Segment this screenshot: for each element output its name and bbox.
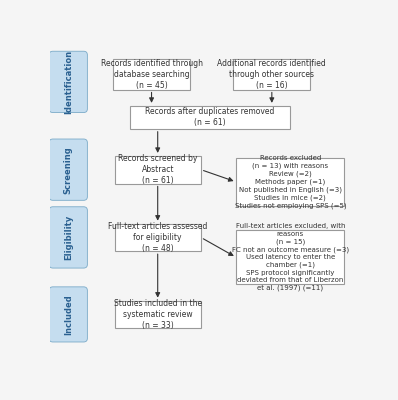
FancyBboxPatch shape <box>115 156 201 184</box>
Text: Records excluded
(n = 13) with reasons
Review (=2)
Methods paper (=1)
Not publis: Records excluded (n = 13) with reasons R… <box>234 155 346 209</box>
FancyBboxPatch shape <box>113 59 190 90</box>
FancyBboxPatch shape <box>49 207 88 268</box>
FancyBboxPatch shape <box>236 230 344 284</box>
FancyBboxPatch shape <box>115 300 201 328</box>
Text: Screening: Screening <box>64 146 73 194</box>
FancyBboxPatch shape <box>236 158 344 206</box>
Text: Studies included in the
systematic review
(n = 33): Studies included in the systematic revie… <box>114 299 202 330</box>
Text: Included: Included <box>64 294 73 335</box>
Text: Full-text articles excluded, with
reasons
(n = 15)
FC not an outcome measure (=3: Full-text articles excluded, with reason… <box>232 224 349 292</box>
Text: Eligibility: Eligibility <box>64 215 73 260</box>
FancyBboxPatch shape <box>233 59 310 90</box>
FancyBboxPatch shape <box>49 139 88 200</box>
Text: Records after duplicates removed
(n = 61): Records after duplicates removed (n = 61… <box>145 107 275 127</box>
Text: Identification: Identification <box>64 50 73 114</box>
Text: Records screened by
Abstract
(n = 61): Records screened by Abstract (n = 61) <box>118 154 197 185</box>
FancyBboxPatch shape <box>49 51 88 112</box>
FancyBboxPatch shape <box>49 287 88 342</box>
Text: Additional records identified
through other sources
(n = 16): Additional records identified through ot… <box>217 58 326 90</box>
Text: Records identified through
database searching
(n = 45): Records identified through database sear… <box>101 58 203 90</box>
FancyBboxPatch shape <box>115 224 201 251</box>
FancyBboxPatch shape <box>130 106 291 129</box>
Text: Full-text articles assessed
for eligibility
(n = 48): Full-text articles assessed for eligibil… <box>108 222 207 253</box>
